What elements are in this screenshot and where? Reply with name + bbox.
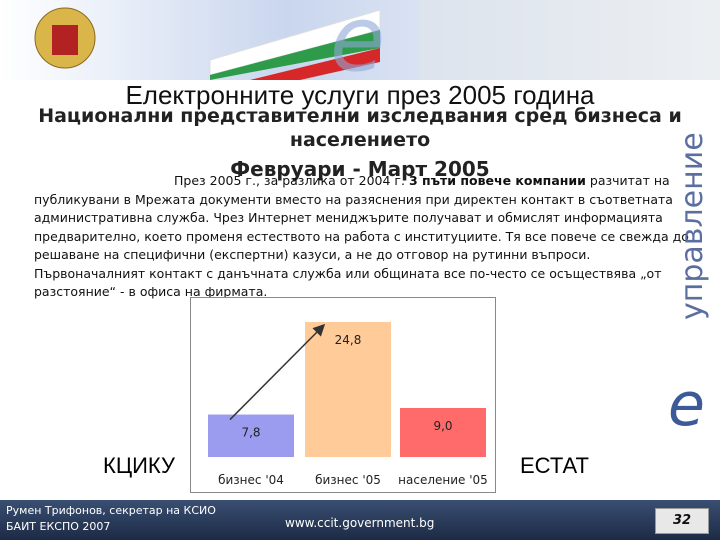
data-label: 24,8 — [335, 333, 362, 347]
body-text: През 2005 г., за разлика от 2004 г. 3 пъ… — [34, 172, 690, 302]
logo-e: e — [668, 370, 705, 440]
data-label: 7,8 — [241, 426, 260, 440]
footer-event: БАИТ ЕКСПО 2007 — [6, 520, 111, 533]
footer-url: www.ccit.government.bg — [285, 516, 435, 530]
bar — [305, 322, 391, 457]
flag-red — [250, 48, 380, 80]
body-part: През 2005 г., за разлика от 2004 г. — [174, 173, 409, 188]
logo: управление e — [668, 132, 710, 440]
source: ЕСТАТ — [520, 453, 589, 478]
page-number: 32 — [655, 508, 709, 534]
coat-shield — [52, 25, 78, 55]
header-graphic: e — [0, 0, 720, 80]
subtitle: Национални представителни изследвания ср… — [38, 105, 682, 151]
body-part: разчитат на публикувани в Мрежата докуме… — [34, 173, 689, 299]
footer: Румен Трифонов, секретар на КСИО БАИТ ЕК… — [0, 500, 720, 540]
logo-text: управление — [675, 132, 710, 320]
x-tick-label: бизнес '04 — [218, 473, 284, 487]
e-emblem: e — [330, 0, 385, 80]
chart: 7,8 бизнес '04 24,8 бизнес '05 9,0 население … — [190, 297, 496, 493]
body-bold: 3 пъти повече компании — [408, 173, 586, 188]
source: КЦИКУ — [103, 453, 175, 478]
x-tick-label: бизнес '05 — [315, 473, 381, 487]
footer-author: Румен Трифонов, секретар на КСИО — [6, 504, 216, 517]
title: Електронните услуги през 2005 година — [125, 80, 595, 110]
flag-green — [210, 30, 380, 80]
period: Февруари - Март 2005 — [230, 157, 490, 181]
building — [420, 0, 720, 80]
trend-arrow — [229, 323, 326, 421]
bar — [208, 414, 294, 457]
bar — [400, 408, 486, 457]
x-tick-label: население '05 — [398, 473, 488, 487]
data-label: 9,0 — [433, 419, 452, 433]
